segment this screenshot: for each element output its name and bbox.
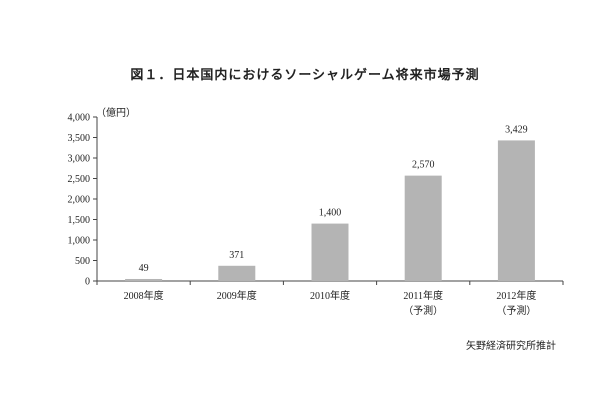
bar <box>404 175 442 281</box>
bar <box>497 140 535 281</box>
y-tick-label: 1,000 <box>68 236 91 247</box>
y-tick-label: 500 <box>75 256 90 267</box>
data-label: 1,400 <box>319 208 342 219</box>
x-category-label: 2009年度 <box>217 289 257 302</box>
x-category-note: （予測） <box>403 304 443 317</box>
data-label: 3,429 <box>505 124 528 135</box>
y-tick-label: 1,500 <box>68 215 91 226</box>
source-credit: 矢野経済研究所推計 <box>466 341 556 352</box>
x-category-label: 2008年度 <box>124 289 164 302</box>
data-label: 2,570 <box>412 160 435 171</box>
y-tick-label: 2,000 <box>68 195 91 206</box>
x-category-label: 2010年度 <box>310 289 350 302</box>
y-tick-label: 0 <box>85 277 90 288</box>
bar <box>125 278 163 281</box>
data-label: 371 <box>229 250 244 261</box>
y-tick-label: 4,000 <box>68 113 91 124</box>
bar <box>311 223 349 281</box>
data-label: 49 <box>139 263 149 274</box>
x-category-label: 2011年度 <box>403 289 443 302</box>
y-tick-label: 2,500 <box>68 174 91 185</box>
x-category-label: 2012年度 <box>496 289 536 302</box>
bar <box>218 265 256 281</box>
chart-title: 図１．日本国内におけるソーシャルゲーム将来市場予測 <box>130 68 480 83</box>
y-axis-unit-label: （億円） <box>96 108 136 119</box>
y-tick-label: 3,000 <box>68 154 91 165</box>
x-category-note: （予測） <box>496 304 536 317</box>
y-tick-label: 3,500 <box>68 133 91 144</box>
